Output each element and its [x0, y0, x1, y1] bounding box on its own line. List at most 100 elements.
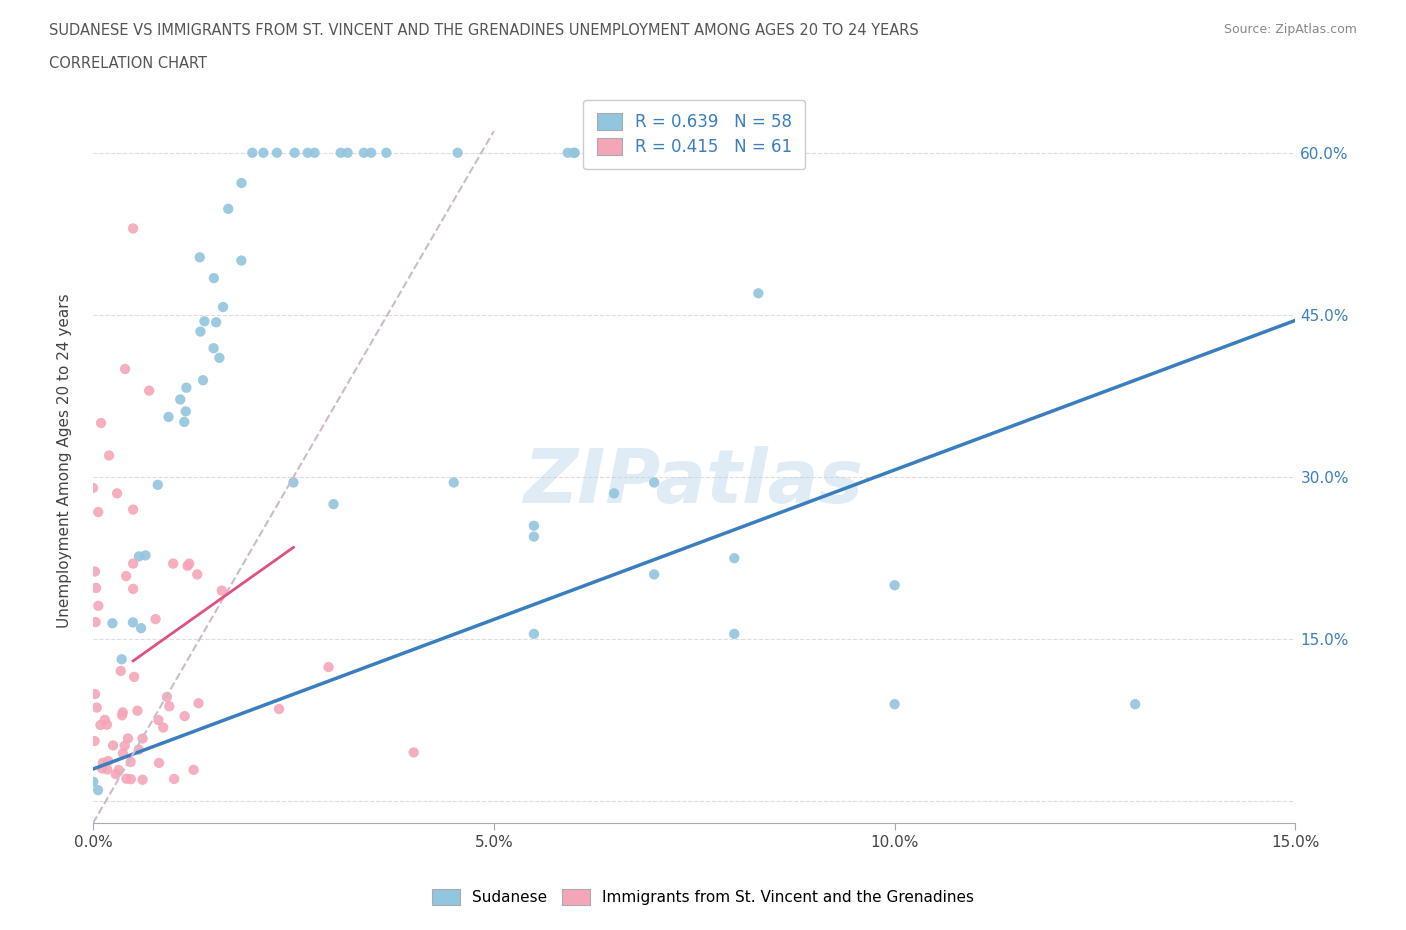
Point — [122, 670, 145, 684]
Point — [191, 373, 214, 388]
Point — [128, 742, 150, 757]
Point — [883, 697, 905, 711]
Point — [131, 731, 153, 746]
Point — [105, 485, 128, 500]
Point — [447, 145, 470, 160]
Point — [117, 731, 139, 746]
Point — [217, 202, 239, 217]
Point — [122, 221, 145, 236]
Point — [96, 717, 118, 732]
Point — [148, 712, 170, 727]
Point — [120, 772, 142, 787]
Point — [87, 598, 110, 613]
Point — [202, 340, 225, 355]
Point — [193, 313, 215, 328]
Point — [94, 712, 117, 727]
Point — [284, 145, 307, 160]
Point — [336, 145, 359, 160]
Point — [84, 580, 107, 595]
Point — [111, 705, 134, 720]
Point — [157, 409, 180, 424]
Point — [89, 718, 111, 733]
Point — [523, 518, 546, 533]
Point — [375, 145, 398, 160]
Point — [619, 145, 641, 160]
Point — [643, 475, 665, 490]
Text: Source: ZipAtlas.com: Source: ZipAtlas.com — [1223, 23, 1357, 36]
Point — [188, 250, 211, 265]
Point — [176, 380, 198, 395]
Point — [122, 615, 145, 630]
Point — [131, 772, 153, 787]
Point — [190, 325, 212, 339]
Point — [127, 703, 149, 718]
Point — [115, 771, 138, 786]
Point — [152, 720, 174, 735]
Point — [1123, 697, 1146, 711]
Legend: Sudanese, Immigrants from St. Vincent and the Grenadines: Sudanese, Immigrants from St. Vincent an… — [425, 882, 981, 913]
Point — [104, 766, 127, 781]
Point — [186, 567, 208, 582]
Text: CORRELATION CHART: CORRELATION CHART — [49, 56, 207, 71]
Point — [90, 416, 112, 431]
Point — [173, 415, 195, 430]
Y-axis label: Unemployment Among Ages 20 to 24 years: Unemployment Among Ages 20 to 24 years — [58, 294, 72, 628]
Point — [157, 698, 180, 713]
Point — [643, 567, 665, 582]
Point — [183, 763, 205, 777]
Point — [523, 627, 546, 642]
Point — [202, 271, 225, 286]
Text: SUDANESE VS IMMIGRANTS FROM ST. VINCENT AND THE GRENADINES UNEMPLOYMENT AMONG AG: SUDANESE VS IMMIGRANTS FROM ST. VINCENT … — [49, 23, 920, 38]
Point — [252, 145, 274, 160]
Point — [148, 755, 170, 770]
Point — [122, 502, 145, 517]
Point — [283, 475, 305, 490]
Point — [114, 362, 136, 377]
Point — [114, 738, 136, 753]
Point — [603, 485, 626, 500]
Point — [523, 529, 546, 544]
Point — [134, 548, 156, 563]
Point — [723, 627, 745, 642]
Point — [98, 448, 121, 463]
Point — [128, 549, 150, 564]
Point — [723, 551, 745, 565]
Point — [91, 755, 114, 770]
Point — [187, 696, 209, 711]
Point — [129, 620, 152, 635]
Point — [82, 775, 104, 790]
Point — [176, 558, 198, 573]
Point — [169, 392, 191, 407]
Point — [562, 145, 585, 160]
Point — [115, 568, 138, 583]
Point — [747, 286, 769, 300]
Point — [266, 145, 288, 160]
Point — [138, 383, 160, 398]
Point — [163, 772, 186, 787]
Point — [146, 477, 169, 492]
Point — [91, 761, 114, 776]
Point — [111, 652, 134, 667]
Point — [297, 145, 319, 160]
Point — [107, 763, 129, 777]
Point — [156, 689, 179, 704]
Point — [318, 659, 340, 674]
Point — [86, 700, 108, 715]
Point — [145, 612, 167, 627]
Point — [87, 505, 110, 520]
Point — [212, 299, 235, 314]
Point — [122, 581, 145, 596]
Point — [231, 176, 253, 191]
Point — [683, 145, 706, 160]
Point — [97, 753, 120, 768]
Point — [173, 709, 195, 724]
Point — [84, 615, 107, 630]
Point — [329, 145, 352, 160]
Point — [82, 481, 104, 496]
Point — [353, 145, 375, 160]
Point — [240, 145, 263, 160]
Point — [564, 145, 586, 160]
Point — [205, 315, 228, 330]
Point — [174, 404, 197, 418]
Point — [208, 351, 231, 365]
